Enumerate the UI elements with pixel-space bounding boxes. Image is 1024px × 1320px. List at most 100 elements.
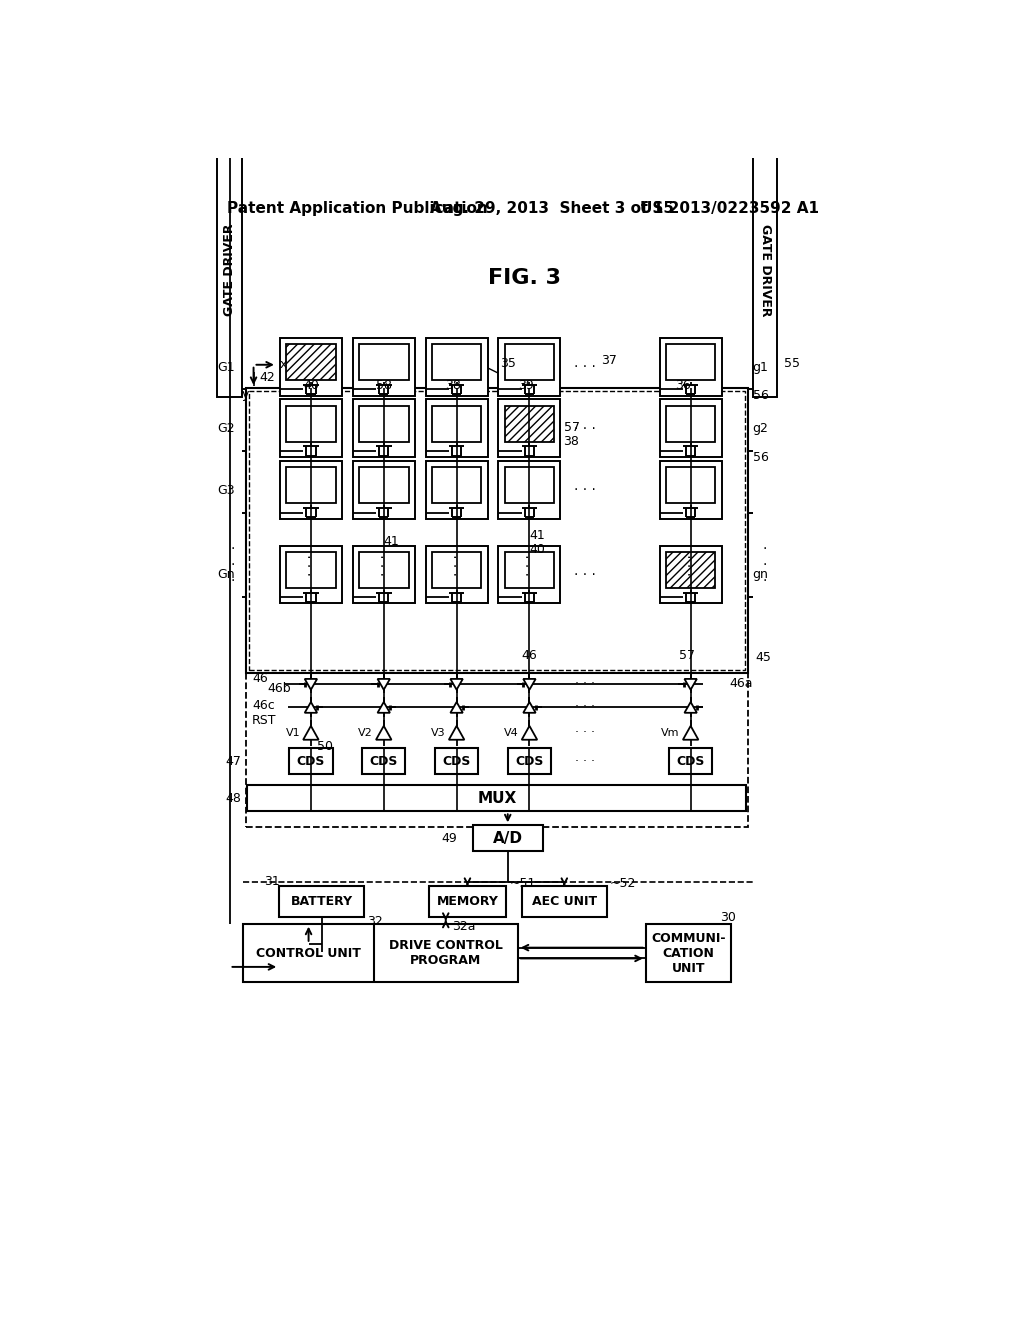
Bar (280, 545, 342, 603)
Polygon shape (378, 702, 390, 713)
Bar (508, 748, 551, 775)
Text: 47: 47 (225, 755, 241, 768)
Bar (659, 400, 722, 457)
Text: 45: 45 (756, 651, 772, 664)
Text: 58: 58 (376, 379, 392, 392)
Text: · · ·: · · · (304, 554, 317, 576)
Polygon shape (378, 678, 390, 689)
Text: · · ·: · · · (574, 360, 596, 374)
Text: FIG. 3: FIG. 3 (488, 268, 561, 288)
Text: 39: 39 (518, 379, 534, 392)
Bar (243, 924, 518, 982)
Bar (432, 467, 481, 503)
Bar (249, 391, 744, 669)
Bar (359, 405, 409, 442)
Text: y: y (242, 388, 250, 400)
Bar (499, 461, 560, 519)
Text: Aug. 29, 2013  Sheet 3 of 15: Aug. 29, 2013 Sheet 3 of 15 (430, 201, 674, 216)
Bar (432, 345, 481, 380)
Text: CONTROL UNIT: CONTROL UNIT (256, 946, 361, 960)
Text: 35: 35 (500, 358, 516, 371)
Text: · · ·: · · · (377, 554, 391, 576)
Bar (521, 886, 607, 917)
Text: V2: V2 (358, 727, 373, 738)
Text: G2: G2 (217, 422, 234, 436)
Bar (646, 924, 731, 982)
Text: 49: 49 (441, 832, 458, 845)
Polygon shape (683, 726, 698, 739)
Text: 46: 46 (252, 672, 267, 685)
Text: ·
·
·: · · · (230, 541, 234, 589)
Bar (666, 405, 716, 442)
Bar (286, 405, 336, 442)
Polygon shape (305, 702, 317, 713)
Bar (473, 825, 543, 851)
Text: 38: 38 (444, 379, 461, 392)
Text: BATTERY: BATTERY (291, 895, 353, 908)
Text: ~51: ~51 (509, 878, 536, 890)
Polygon shape (523, 678, 536, 689)
Bar (499, 545, 560, 603)
Bar (426, 545, 487, 603)
Bar (246, 388, 748, 673)
Text: · · ·: · · · (574, 483, 596, 498)
Text: · · ·: · · · (575, 726, 595, 739)
Bar (753, 143, 777, 397)
Bar (286, 345, 336, 380)
Bar (286, 552, 336, 589)
Text: 38: 38 (563, 436, 580, 449)
Bar (666, 552, 716, 589)
Text: 50: 50 (317, 741, 333, 754)
Text: GATE DRIVER: GATE DRIVER (759, 224, 771, 317)
Text: A/D: A/D (493, 830, 522, 846)
Text: Gn: Gn (217, 569, 234, 582)
Text: G3: G3 (217, 483, 234, 496)
Text: ·
·
·: · · · (763, 541, 767, 589)
Text: 37: 37 (601, 354, 616, 367)
Text: g2: g2 (753, 422, 769, 436)
Bar (352, 400, 415, 457)
Polygon shape (521, 726, 538, 739)
Text: 48: 48 (225, 792, 241, 805)
Text: CDS: CDS (370, 755, 398, 768)
Text: 40: 40 (529, 543, 546, 556)
Polygon shape (451, 678, 463, 689)
Bar (432, 405, 481, 442)
Bar (280, 400, 342, 457)
Text: 32: 32 (368, 915, 383, 928)
Text: 41: 41 (529, 529, 545, 543)
Text: CDS: CDS (515, 755, 544, 768)
Text: · · ·: · · · (450, 554, 464, 576)
Bar (217, 143, 242, 397)
Bar (359, 467, 409, 503)
Text: x: x (280, 358, 287, 371)
Polygon shape (451, 702, 463, 713)
Bar (352, 461, 415, 519)
Bar (359, 552, 409, 589)
Text: US 2013/0223592 A1: US 2013/0223592 A1 (640, 201, 818, 216)
Text: 55: 55 (783, 358, 800, 371)
Bar (659, 545, 722, 603)
Text: COMMUNI-
CATION
UNIT: COMMUNI- CATION UNIT (651, 932, 726, 974)
Bar (289, 748, 333, 775)
Text: GATE DRIVER: GATE DRIVER (223, 224, 236, 317)
Text: · · ·: · · · (522, 554, 537, 576)
Bar (505, 345, 554, 380)
Text: 36: 36 (675, 379, 691, 392)
Text: 30: 30 (720, 911, 736, 924)
Text: 41: 41 (384, 536, 399, 548)
Text: g1: g1 (753, 360, 769, 374)
Bar (362, 748, 406, 775)
Bar (286, 467, 336, 503)
Text: 31: 31 (263, 875, 280, 888)
Text: MUX: MUX (477, 791, 516, 805)
Bar (435, 748, 478, 775)
Text: V1: V1 (286, 727, 300, 738)
Bar (426, 461, 487, 519)
Text: 46c: 46c (252, 698, 274, 711)
Bar (505, 552, 554, 589)
Text: · · ·: · · · (684, 554, 697, 576)
Bar (499, 338, 560, 396)
Text: RST: RST (252, 714, 276, 727)
Text: 56: 56 (753, 450, 769, 463)
